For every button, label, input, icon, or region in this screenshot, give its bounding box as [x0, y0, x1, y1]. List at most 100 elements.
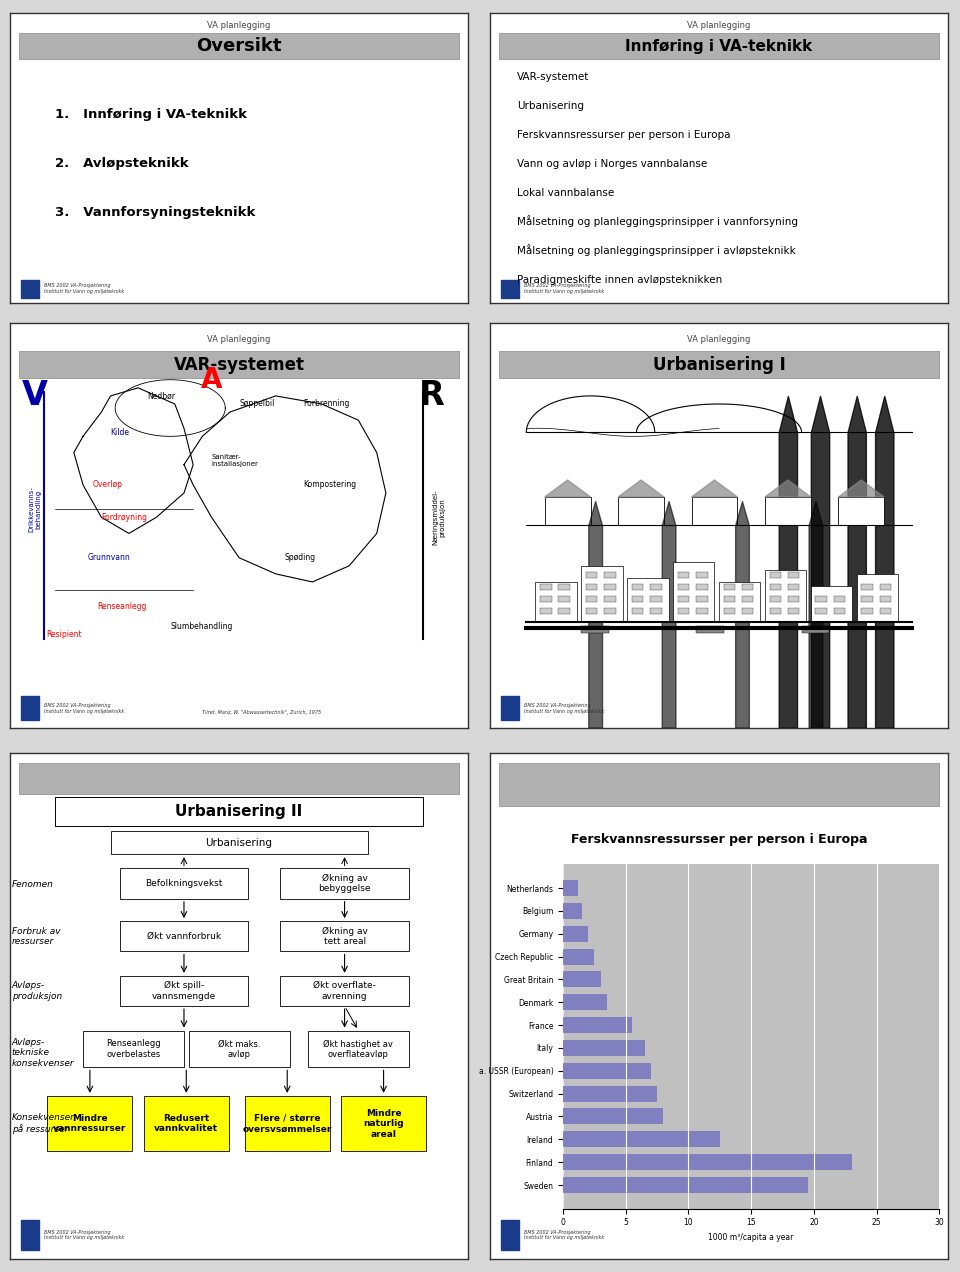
- Bar: [563, 1018, 632, 1033]
- Bar: [788, 572, 800, 577]
- Text: Økt hastighet av
overflateavløp: Økt hastighet av overflateavløp: [324, 1039, 394, 1060]
- Polygon shape: [838, 480, 884, 497]
- Bar: [742, 608, 754, 614]
- Text: Mindre
naturlig
areal: Mindre naturlig areal: [363, 1109, 404, 1138]
- Bar: [544, 497, 590, 525]
- Bar: [673, 562, 714, 622]
- Bar: [833, 597, 845, 602]
- Bar: [696, 597, 708, 602]
- Text: Redusert
vannkvalitet: Redusert vannkvalitet: [155, 1114, 218, 1133]
- Bar: [802, 627, 829, 632]
- Bar: [632, 608, 643, 614]
- Text: Næringsmiddel-
produksjon: Næringsmiddel- produksjon: [432, 490, 445, 546]
- Text: BMS 2002 VA-Prosjektering
Institutt for Vann og miljøteknikk: BMS 2002 VA-Prosjektering Institutt for …: [44, 284, 124, 294]
- Bar: [632, 584, 643, 590]
- Text: VA planlegging: VA planlegging: [207, 22, 271, 31]
- Text: Oversikt: Oversikt: [196, 37, 282, 55]
- Text: Renseanlegg: Renseanlegg: [97, 602, 146, 611]
- Bar: [540, 584, 552, 590]
- Bar: [563, 972, 601, 987]
- Bar: [605, 572, 615, 577]
- Bar: [563, 1063, 651, 1079]
- Text: Forbrenning: Forbrenning: [303, 399, 349, 408]
- Bar: [536, 583, 577, 622]
- Text: 3.   Vannforsyningsteknikk: 3. Vannforsyningsteknikk: [56, 206, 256, 219]
- Bar: [341, 1095, 426, 1151]
- Bar: [765, 497, 811, 525]
- Bar: [861, 608, 873, 614]
- Bar: [879, 608, 891, 614]
- Text: Tilret. Manz, W. "Abwassertechnik", Zurich, 1975: Tilret. Manz, W. "Abwassertechnik", Zuri…: [203, 711, 322, 715]
- Text: Forbruk av
ressurser: Forbruk av ressurser: [12, 926, 60, 946]
- Bar: [499, 763, 939, 806]
- Bar: [586, 572, 597, 577]
- Text: VAR-systemet: VAR-systemet: [517, 71, 589, 81]
- Text: Økt vannforbruk: Økt vannforbruk: [147, 932, 221, 941]
- Text: Økt overflate-
avrenning: Økt overflate- avrenning: [313, 981, 376, 1001]
- Bar: [742, 584, 754, 590]
- Bar: [586, 584, 597, 590]
- Text: Urbanisering I: Urbanisering I: [653, 356, 785, 374]
- Text: Vann og avløp i Norges vannbalanse: Vann og avløp i Norges vannbalanse: [517, 159, 708, 168]
- Bar: [691, 497, 737, 525]
- Bar: [280, 976, 409, 1006]
- Polygon shape: [544, 480, 590, 497]
- Bar: [582, 566, 623, 622]
- Bar: [605, 608, 615, 614]
- Bar: [563, 903, 582, 918]
- Bar: [788, 584, 800, 590]
- Bar: [811, 586, 852, 622]
- Text: Urbanisering: Urbanisering: [205, 838, 273, 848]
- Text: Ferskvannsressurser per person i Europa: Ferskvannsressurser per person i Europa: [517, 130, 731, 140]
- Bar: [120, 921, 249, 951]
- Text: Spøding: Spøding: [285, 553, 316, 562]
- Text: Økt maks.
avløp: Økt maks. avløp: [218, 1039, 260, 1058]
- Bar: [83, 1032, 184, 1067]
- Bar: [501, 1220, 519, 1250]
- Text: Drikkevanns-
behandling: Drikkevanns- behandling: [29, 486, 41, 532]
- Text: Renseanlegg
overbelastes: Renseanlegg overbelastes: [107, 1039, 161, 1058]
- Bar: [21, 696, 39, 720]
- Bar: [696, 572, 708, 577]
- Bar: [605, 584, 615, 590]
- Bar: [650, 584, 661, 590]
- Bar: [41, 384, 53, 646]
- Text: Resipient: Resipient: [46, 630, 82, 639]
- Bar: [563, 1085, 657, 1102]
- Text: Befolkningsvekst: Befolkningsvekst: [145, 879, 223, 888]
- Bar: [678, 608, 689, 614]
- Bar: [696, 608, 708, 614]
- Text: VAR-systemet: VAR-systemet: [174, 356, 304, 374]
- Bar: [280, 921, 409, 951]
- Bar: [21, 280, 39, 298]
- Bar: [19, 763, 459, 794]
- Bar: [120, 869, 249, 899]
- Bar: [19, 33, 459, 59]
- Bar: [188, 1032, 290, 1067]
- Bar: [696, 627, 724, 632]
- Bar: [724, 584, 735, 590]
- Bar: [563, 1108, 663, 1124]
- Bar: [861, 597, 873, 602]
- Text: Innføring i VA-teknikk: Innføring i VA-teknikk: [625, 38, 813, 53]
- Bar: [501, 696, 519, 720]
- Bar: [19, 351, 459, 378]
- Text: BMS 2002 VA-Prosjektering
Institutt for Vann og miljøteknikk: BMS 2002 VA-Prosjektering Institutt for …: [44, 1230, 124, 1240]
- Text: Urbanisering: Urbanisering: [517, 100, 584, 111]
- Text: Paradigmeskifte innen avløpsteknikken: Paradigmeskifte innen avløpsteknikken: [517, 275, 722, 285]
- Bar: [56, 798, 422, 827]
- Text: Økning av
bebyggelse: Økning av bebyggelse: [319, 874, 371, 893]
- Bar: [110, 832, 368, 855]
- Bar: [770, 608, 781, 614]
- Bar: [724, 597, 735, 602]
- Text: Overløp: Overløp: [92, 481, 122, 490]
- Text: Konsekvenser
på ressurser: Konsekvenser på ressurser: [12, 1113, 75, 1133]
- Text: Sanitær-
installasjoner: Sanitær- installasjoner: [211, 454, 258, 467]
- Text: Økt spill-
vannsmengde: Økt spill- vannsmengde: [152, 981, 216, 1001]
- Bar: [650, 597, 661, 602]
- Bar: [563, 880, 578, 895]
- Bar: [559, 597, 570, 602]
- Bar: [245, 1095, 329, 1151]
- Text: 2.   Avløpsteknikk: 2. Avløpsteknikk: [56, 156, 189, 170]
- Bar: [120, 976, 249, 1006]
